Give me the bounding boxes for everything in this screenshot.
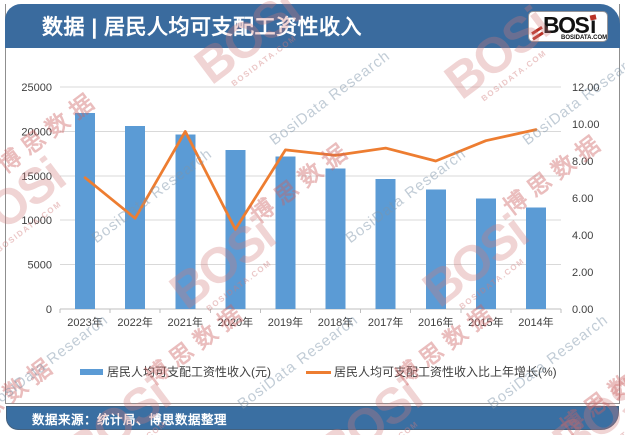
logo-text-i: ı xyxy=(590,12,596,38)
bosi-logo-graphic: BOS ı BOSIDATA.COM xyxy=(531,12,607,41)
right-axis-tick-label: 10.00 xyxy=(572,119,600,131)
x-axis-label: 2022年 xyxy=(117,315,152,329)
right-axis-tick-label: 4.00 xyxy=(572,230,593,242)
right-axis-tick-label: 6.00 xyxy=(572,193,593,205)
left-axis-tick-label: 15000 xyxy=(21,171,52,183)
x-axis-label: 2020年 xyxy=(218,315,253,329)
left-axis-tick-label: 20000 xyxy=(21,126,52,138)
bosi-logo: BOS ı BOSIDATA.COM xyxy=(528,11,608,42)
left-axis-tick-label: 5000 xyxy=(28,260,52,272)
x-axis-label: 2021年 xyxy=(168,315,203,329)
title-bar: 数据 | 居民人均可支配工资性收入 xyxy=(5,4,620,48)
right-axis-tick-label: 2.00 xyxy=(572,267,593,279)
logo-red-dot xyxy=(589,14,597,21)
source-bar: 数据来源：统计局、博思数据整理 xyxy=(6,406,619,430)
x-axis-label: 2016年 xyxy=(418,315,453,329)
source-label: 数据来源：统计局、博思数据整理 xyxy=(32,412,228,427)
left-axis-tick-label: 25000 xyxy=(21,82,52,94)
bar-2016年 xyxy=(425,189,446,309)
x-axis-label: 2019年 xyxy=(268,315,303,329)
bar-2023年 xyxy=(75,113,96,309)
chart-frame xyxy=(5,4,620,404)
x-axis-label: 2017年 xyxy=(368,315,403,329)
right-axis-tick-label: 12.00 xyxy=(572,82,600,94)
bar-2015年 xyxy=(475,198,496,309)
legend-line-label: 居民人均可支配工资性收入比上年增长(%) xyxy=(334,365,557,379)
chart-legend: 居民人均可支配工资性收入(元) 居民人均可支配工资性收入比上年增长(%) xyxy=(0,365,625,379)
x-axis-label: 2015年 xyxy=(468,315,503,329)
bar-2021年 xyxy=(175,134,196,309)
legend-line-swatch xyxy=(306,371,331,374)
bar-2017年 xyxy=(375,179,396,309)
right-axis-tick-label: 8.00 xyxy=(572,156,593,168)
legend-bar-swatch xyxy=(80,369,103,375)
x-axis-label: 2018年 xyxy=(318,315,353,329)
logo-red-stripe-1 xyxy=(531,25,543,36)
page-title: 数据 | 居民人均可支配工资性收入 xyxy=(42,16,363,39)
x-axis-label: 2023年 xyxy=(67,315,102,329)
right-axis-tick-label: 0.00 xyxy=(572,304,593,316)
bar-2018年 xyxy=(325,168,346,309)
x-axis-label: 2014年 xyxy=(518,315,553,329)
logo-text-bos: BOS xyxy=(543,12,590,38)
logo-site-text: BOSIDATA.COM xyxy=(561,35,607,41)
left-axis-tick-label: 0 xyxy=(46,304,52,316)
logo-red-stripe-2 xyxy=(532,31,544,41)
growth-line xyxy=(83,128,538,231)
bar-2019年 xyxy=(275,156,296,309)
legend-bar-label: 居民人均可支配工资性收入(元) xyxy=(107,365,271,379)
left-axis-tick-label: 10000 xyxy=(21,215,52,227)
bar-2014年 xyxy=(525,207,546,309)
